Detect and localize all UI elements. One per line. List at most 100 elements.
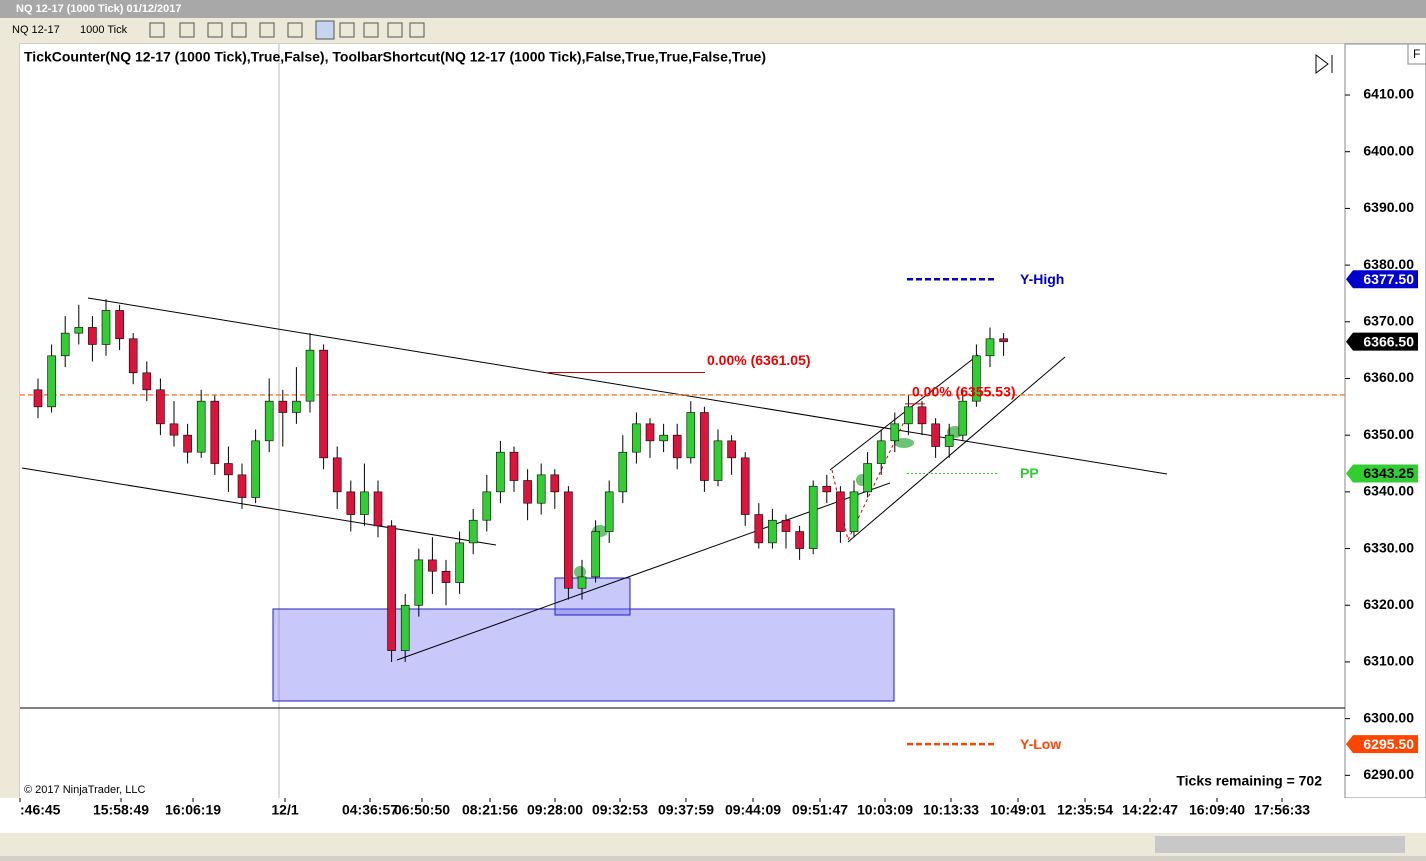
interval-select[interactable]: 1000 Tick — [80, 24, 128, 36]
x-tick-label: 09:32:53 — [592, 802, 648, 818]
y-tick-label: 6340.00 — [1363, 483, 1414, 499]
candle-body — [849, 491, 859, 532]
candle-body — [618, 451, 628, 493]
tick-counter: Ticks remaining = 702 — [1176, 773, 1322, 789]
toolbar-icons[interactable] — [149, 20, 425, 40]
candle-body — [428, 559, 437, 572]
fib-label: 0.00% (6355.53) — [912, 384, 1016, 400]
candle-body — [700, 412, 709, 481]
candle-body — [863, 463, 872, 493]
y-tick-label: 6410.00 — [1363, 86, 1414, 102]
axis-button[interactable] — [1407, 43, 1426, 65]
candle-body — [224, 463, 233, 476]
candle-body — [305, 349, 315, 402]
y-tick-label: 6310.00 — [1363, 653, 1414, 669]
level-name: Y-High — [1020, 271, 1064, 287]
x-tick-label: 06:50:50 — [394, 802, 450, 818]
candle-body — [686, 412, 696, 459]
candle-body — [564, 491, 573, 589]
indicator-title: TickCounter(NQ 12-17 (1000 Tick),True,Fa… — [24, 49, 766, 65]
candle-body — [727, 440, 736, 459]
window-title: NQ 12-17 (1000 Tick) 01/12/2017 — [16, 3, 182, 15]
scroll-thumb[interactable] — [1155, 836, 1405, 853]
candle-body — [985, 338, 995, 357]
candle-body — [808, 485, 818, 549]
candle-body — [713, 440, 723, 481]
candle-body — [468, 519, 478, 544]
y-tick-label: 6300.00 — [1363, 709, 1414, 725]
candle-body — [890, 423, 900, 442]
drawing-tools[interactable] — [0, 43, 19, 833]
price-tag — [1346, 735, 1418, 754]
play-button[interactable] — [1315, 54, 1333, 74]
candle-body — [292, 400, 301, 413]
candle-body — [414, 559, 424, 606]
price-tag-label: 6343.25 — [1363, 465, 1414, 481]
price-tag — [1346, 332, 1418, 351]
candle-body — [591, 531, 600, 578]
time-axis — [0, 798, 1426, 833]
plot-area — [20, 44, 1345, 798]
candle-body — [128, 338, 138, 374]
zone-rect — [272, 608, 895, 702]
candle-body — [196, 400, 206, 453]
candle-body — [400, 604, 410, 651]
candle-body — [795, 531, 804, 549]
y-tick-label: 6400.00 — [1363, 142, 1414, 158]
candle-body — [836, 491, 845, 532]
instrument-select[interactable]: NQ 12-17 — [12, 24, 60, 36]
level-name: Y-Low — [1020, 736, 1061, 752]
candle-body — [972, 355, 981, 402]
price-tag-label: 6377.50 — [1363, 271, 1414, 287]
candle-body — [781, 519, 791, 532]
candle-body — [740, 457, 750, 515]
trend-line — [87, 297, 1168, 475]
trend-line — [396, 482, 891, 661]
price-tag — [1346, 464, 1418, 483]
x-tick-label: 16:06:19 — [165, 802, 221, 818]
fib-label: 0.00% (6361.05) — [707, 352, 811, 368]
x-tick-label: 17:56:33 — [1254, 802, 1310, 818]
candle-body — [509, 451, 519, 481]
price-tag-label: 6366.50 — [1363, 333, 1414, 349]
candle-body — [931, 423, 940, 447]
candle-body — [373, 491, 383, 527]
candle-body — [60, 332, 70, 357]
candle-body — [577, 576, 587, 589]
y-tick-label: 6370.00 — [1363, 312, 1414, 328]
toolbar — [0, 18, 1426, 43]
candle-body — [264, 400, 274, 442]
x-tick-label: 09:51:47 — [792, 802, 848, 818]
y-tick-label: 6360.00 — [1363, 369, 1414, 385]
candle-body — [604, 491, 614, 532]
y-tick-label: 6380.00 — [1363, 256, 1414, 272]
title-bar — [0, 0, 1426, 18]
x-tick-label: 08:21:56 — [462, 802, 518, 818]
axis-button-label: F — [1413, 47, 1420, 61]
candle-body — [319, 349, 328, 459]
candle-body — [917, 406, 927, 425]
candle-body — [360, 491, 369, 515]
candle-body — [101, 310, 111, 345]
candle-body — [237, 474, 247, 498]
x-tick-label: 09:28:00 — [527, 802, 583, 818]
x-tick-label: 15:58:49 — [93, 802, 149, 818]
candle-body — [88, 327, 97, 345]
x-tick-label: 16:09:40 — [1189, 802, 1245, 818]
x-tick-label: :46:45 — [20, 802, 61, 818]
candle-body — [278, 400, 288, 413]
scrollbar[interactable] — [0, 833, 1426, 856]
trend-line — [829, 354, 979, 471]
x-tick-label: 10:03:09 — [857, 802, 913, 818]
candle-body — [958, 400, 968, 436]
y-tick-label: 6320.00 — [1363, 596, 1414, 612]
x-tick-label: 12/1 — [271, 802, 298, 818]
candle-body — [332, 457, 342, 493]
candle-body — [904, 406, 913, 425]
trend-line — [21, 467, 497, 546]
candle-body — [47, 355, 56, 408]
candle-body — [944, 434, 954, 447]
candle-body — [74, 327, 84, 334]
candle-body — [496, 451, 505, 493]
